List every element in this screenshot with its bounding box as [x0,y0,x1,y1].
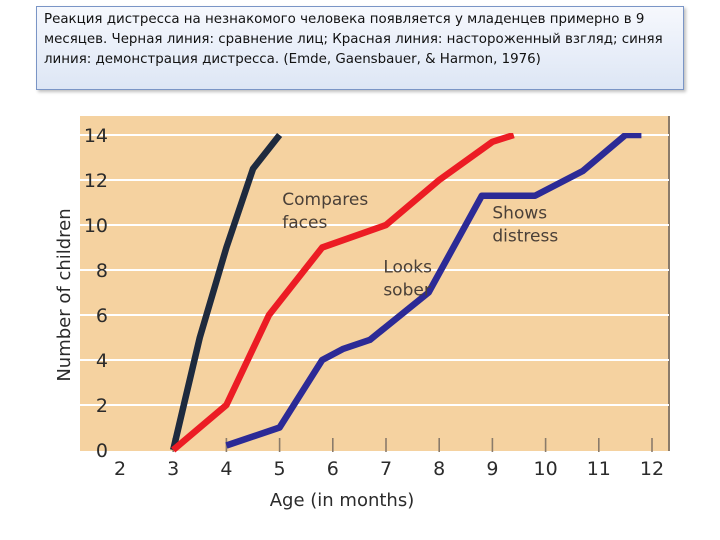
x-tick-label-3: 3 [167,458,179,480]
caption-box: Реакция дистресса на незнакомого человек… [36,6,684,90]
series-lines [170,133,642,453]
x-tick-label-12: 12 [640,458,664,480]
annotation-line: Compares [282,190,368,210]
x-tick-label-7: 7 [380,458,392,480]
x-tick-label-6: 6 [327,458,339,480]
x-tick-label-5: 5 [274,458,286,480]
annotation-compares-faces: Compares faces [282,190,368,233]
grid [80,134,669,406]
x-tick-label-9: 9 [486,458,498,480]
x-tick-labels: 2 3 4 5 6 7 8 9 10 11 12 [114,458,664,480]
x-tick-label-11: 11 [587,458,611,480]
series-line-shows-distress [225,133,642,449]
annotation-line: Looks [383,257,432,277]
x-tick-label-2: 2 [114,458,126,480]
y-tick-label-0: 0 [96,440,108,462]
series-line-compares-faces [170,133,283,451]
y-tick-label-10: 10 [84,215,108,237]
plot-panel [80,116,670,451]
annotation-line: sober [383,280,431,300]
y-tick-label-4: 4 [96,350,108,372]
y-tick-label-14: 14 [84,125,108,147]
annotation-line: faces [282,213,327,233]
y-axis-title: Number of children [54,208,75,381]
annotations: Compares faces Looks sober Shows distress [282,190,558,301]
annotation-line: distress [492,226,558,246]
x-axis-title: Age (in months) [270,490,415,511]
x-tick-marks [172,438,653,452]
x-tick-label-8: 8 [433,458,445,480]
y-tick-labels: 0 2 4 6 8 10 12 14 [84,125,108,462]
x-tick-label-10: 10 [534,458,558,480]
annotation-line: Shows [492,203,547,223]
y-tick-label-8: 8 [96,260,108,282]
y-tick-label-2: 2 [96,395,108,417]
annotation-looks-sober: Looks sober [383,257,432,300]
y-tick-label-12: 12 [84,170,108,192]
caption-text: Реакция дистресса на незнакомого человек… [44,12,663,67]
series-line-looks-sober [171,133,515,453]
y-tick-label-6: 6 [96,305,108,327]
chart-photo: 0 2 4 6 8 10 12 14 2 3 4 5 6 7 8 9 10 11 12 Compares faces… [36,112,672,516]
x-tick-label-4: 4 [220,458,232,480]
annotation-shows-distress: Shows distress [492,203,558,246]
